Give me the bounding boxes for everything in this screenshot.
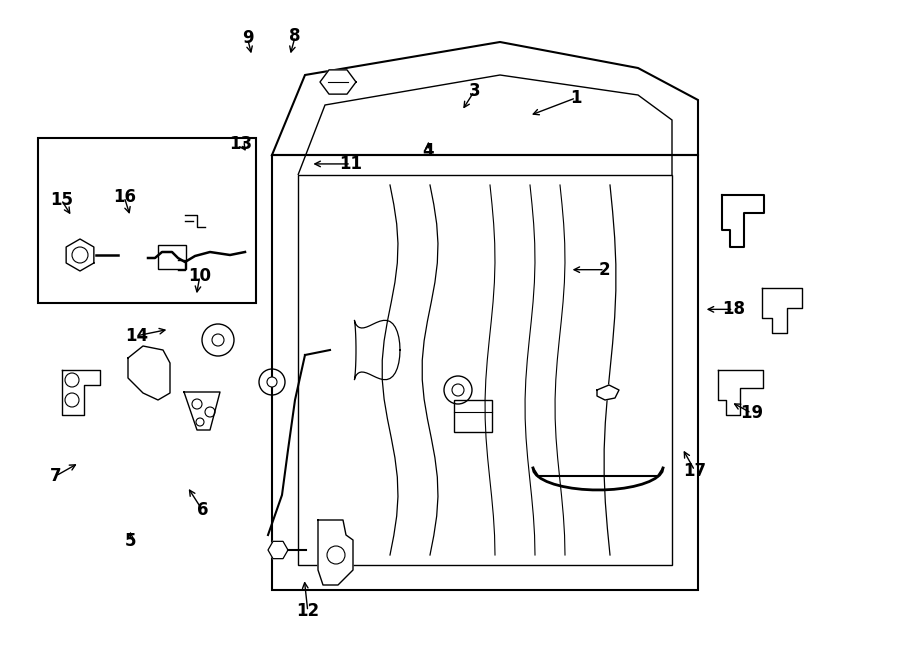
Circle shape bbox=[452, 384, 464, 396]
Text: 13: 13 bbox=[230, 135, 253, 153]
Bar bbox=[454, 400, 492, 432]
Circle shape bbox=[267, 377, 277, 387]
Text: 15: 15 bbox=[50, 190, 73, 209]
Text: 6: 6 bbox=[197, 501, 208, 520]
Bar bbox=[158, 245, 186, 269]
Text: 12: 12 bbox=[296, 602, 320, 621]
Text: 8: 8 bbox=[290, 27, 301, 46]
Circle shape bbox=[212, 334, 224, 346]
Polygon shape bbox=[184, 392, 220, 430]
Text: 10: 10 bbox=[188, 267, 212, 286]
Text: 9: 9 bbox=[242, 29, 253, 48]
Polygon shape bbox=[318, 520, 353, 585]
Text: 5: 5 bbox=[125, 531, 136, 550]
Text: 2: 2 bbox=[599, 260, 610, 279]
Bar bbox=[38, 138, 256, 303]
Polygon shape bbox=[597, 385, 619, 400]
Polygon shape bbox=[128, 346, 170, 400]
Text: 4: 4 bbox=[423, 141, 434, 160]
Polygon shape bbox=[718, 370, 763, 415]
Polygon shape bbox=[62, 370, 100, 415]
Text: 19: 19 bbox=[740, 404, 763, 422]
Text: 14: 14 bbox=[125, 327, 148, 345]
Text: 1: 1 bbox=[571, 89, 581, 107]
Polygon shape bbox=[320, 70, 356, 94]
Polygon shape bbox=[268, 541, 288, 559]
Text: 16: 16 bbox=[112, 188, 136, 206]
Text: 3: 3 bbox=[469, 82, 480, 100]
Text: 18: 18 bbox=[722, 300, 745, 319]
Text: 7: 7 bbox=[50, 467, 61, 485]
Polygon shape bbox=[722, 195, 764, 247]
Text: 17: 17 bbox=[683, 461, 706, 480]
Text: 11: 11 bbox=[339, 155, 363, 173]
Polygon shape bbox=[762, 288, 802, 333]
